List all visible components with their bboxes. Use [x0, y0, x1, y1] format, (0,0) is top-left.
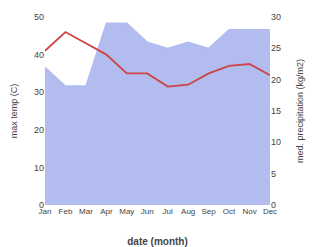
svg-text:Mar: Mar [79, 207, 93, 216]
svg-text:0: 0 [271, 200, 276, 210]
svg-text:date (month): date (month) [127, 236, 188, 247]
svg-text:med. precipitation (kg/m2): med. precipitation (kg/m2) [295, 59, 305, 163]
svg-text:Dec: Dec [263, 207, 277, 216]
svg-text:0: 0 [39, 200, 44, 210]
svg-text:20: 20 [34, 125, 44, 135]
svg-text:5: 5 [271, 169, 276, 179]
svg-text:Nov: Nov [242, 207, 256, 216]
svg-text:30: 30 [271, 12, 281, 22]
svg-text:Feb: Feb [59, 207, 73, 216]
svg-text:max temp (C): max temp (C) [9, 84, 19, 139]
svg-text:Oct: Oct [223, 207, 236, 216]
svg-text:30: 30 [34, 87, 44, 97]
svg-text:10: 10 [271, 137, 281, 147]
svg-text:May: May [119, 207, 134, 216]
svg-text:15: 15 [271, 106, 281, 116]
svg-text:Apr: Apr [100, 207, 113, 216]
svg-text:20: 20 [271, 75, 281, 85]
svg-text:Jun: Jun [141, 207, 154, 216]
svg-text:40: 40 [34, 50, 44, 60]
svg-text:Sep: Sep [202, 207, 217, 216]
svg-text:25: 25 [271, 43, 281, 53]
svg-text:Aug: Aug [181, 207, 195, 216]
svg-text:50: 50 [34, 12, 44, 22]
svg-text:Jul: Jul [163, 207, 173, 216]
svg-text:Jan: Jan [39, 207, 52, 216]
svg-text:10: 10 [34, 163, 44, 173]
